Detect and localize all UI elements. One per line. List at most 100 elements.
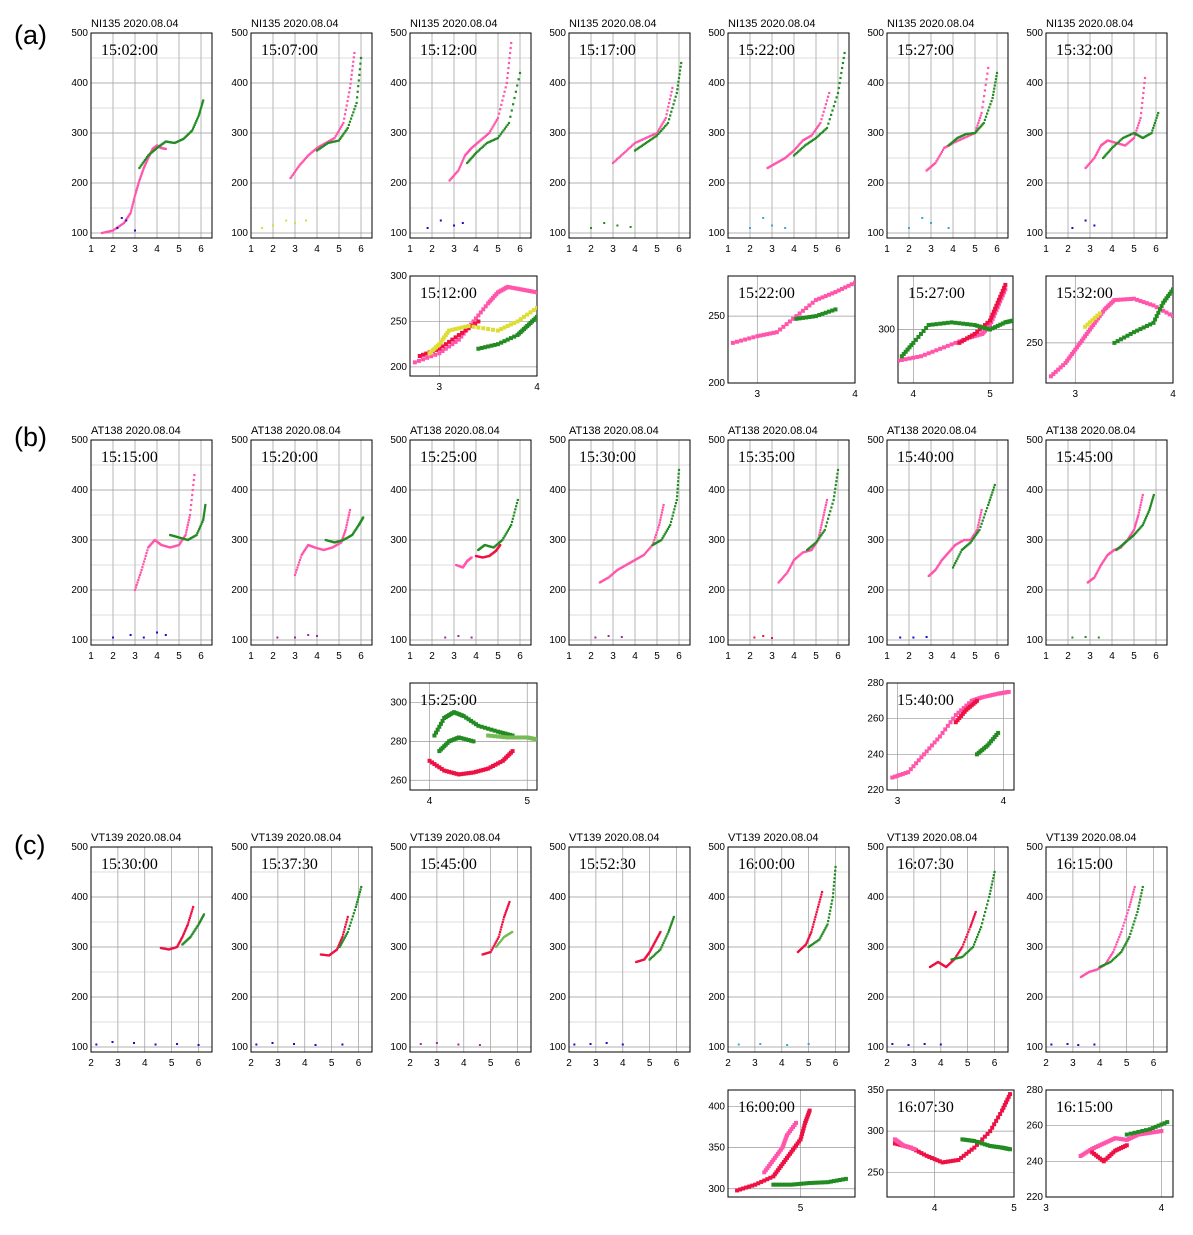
data-point-green — [201, 103, 204, 106]
data-point-pink — [938, 562, 941, 565]
data-point-pink — [1092, 320, 1097, 325]
data-point-green — [959, 956, 963, 959]
data-point-red — [464, 771, 469, 776]
x-tick-label: 6 — [833, 1058, 839, 1069]
data-point-green — [170, 141, 173, 144]
data-point-green — [498, 730, 503, 735]
data-point-pink — [192, 478, 195, 482]
data-point-green — [1116, 141, 1119, 145]
data-point-pink — [784, 573, 787, 577]
data-point-lightgreen — [489, 733, 494, 738]
data-point-green — [653, 136, 656, 139]
data-point-pink — [938, 154, 941, 157]
data-point-pink — [985, 694, 990, 699]
data-point-green — [164, 140, 167, 143]
data-point-red — [505, 908, 508, 911]
data-point-green — [841, 66, 844, 70]
data-point-pink — [1112, 298, 1117, 303]
panel-title: NI135 2020.08.04 — [91, 18, 178, 30]
data-point-pink — [940, 730, 945, 735]
data-point-green — [511, 930, 514, 934]
data-point-pink — [614, 159, 617, 162]
data-point-pink — [819, 528, 822, 532]
data-point-green — [346, 126, 349, 130]
data-point-pink — [820, 523, 823, 527]
data-point-pink — [517, 287, 522, 292]
data-point-pink — [630, 560, 633, 563]
data-point-green — [829, 906, 832, 909]
data-point-pink — [1098, 147, 1101, 150]
x-tick-label: 2 — [110, 244, 116, 255]
data-point-green — [495, 137, 498, 140]
data-point-green — [506, 123, 509, 126]
y-tick-label: 100 — [708, 228, 725, 239]
data-point-green — [470, 156, 473, 160]
data-point-pink — [658, 523, 661, 527]
data-point-noise — [453, 224, 455, 227]
data-point-pink — [934, 568, 937, 572]
data-point-green — [812, 138, 815, 141]
y-tick-label: 200 — [390, 178, 407, 189]
data-point-pink — [145, 552, 148, 555]
data-point-pink — [967, 701, 972, 706]
data-point-green — [903, 349, 908, 354]
data-point-red — [335, 948, 339, 951]
data-point-pink — [1136, 126, 1139, 130]
y-tick-label: 100 — [1026, 1042, 1043, 1053]
data-point-pink — [1143, 81, 1146, 85]
data-point-pink — [483, 304, 488, 309]
data-point-pink — [1131, 893, 1134, 896]
x-tick-label: 5 — [336, 651, 342, 662]
data-point-pink — [811, 547, 814, 550]
data-point-pink — [812, 546, 815, 549]
data-point-pink — [1118, 297, 1123, 302]
data-point-red — [980, 1137, 985, 1142]
data-point-red — [424, 351, 429, 356]
data-point-green — [833, 877, 836, 880]
data-point-pink — [1129, 533, 1132, 537]
data-point-green — [1156, 1123, 1161, 1128]
data-point-red — [444, 769, 449, 774]
data-point-green — [992, 486, 996, 489]
data-point-pink — [1141, 496, 1144, 499]
data-point-green — [1115, 339, 1120, 344]
data-point-green — [1154, 119, 1157, 122]
data-point-pink — [956, 710, 961, 715]
data-point-green — [954, 957, 957, 960]
data-point-pink — [347, 95, 350, 98]
data-point-red — [818, 898, 822, 901]
data-point-red — [817, 903, 820, 906]
data-point-noise — [762, 217, 765, 219]
data-point-green — [982, 121, 985, 125]
data-point-pink — [813, 129, 816, 132]
data-point-pink — [1099, 563, 1103, 567]
data-point-green — [505, 531, 508, 534]
data-point-pink — [476, 313, 481, 318]
data-point-pink — [935, 737, 940, 742]
data-point-pink — [976, 528, 979, 532]
y-tick-label: 400 — [708, 78, 725, 89]
data-point-red — [181, 934, 185, 937]
data-point-green — [993, 87, 996, 90]
data-point-red — [1008, 1092, 1013, 1097]
series-group — [898, 282, 1013, 363]
data-point-red — [499, 928, 502, 931]
y-tick-label: 200 — [708, 378, 725, 389]
plot-frame — [568, 32, 691, 239]
plot-area — [569, 33, 690, 238]
data-point-green — [820, 311, 825, 316]
data-point-pink — [1119, 933, 1122, 936]
data-point-green — [501, 131, 504, 134]
data-point-green — [476, 150, 479, 153]
data-point-green — [356, 96, 359, 99]
x-tick-label: 3 — [1070, 1058, 1076, 1069]
data-point-red — [491, 947, 494, 950]
data-point-pink — [1108, 957, 1111, 960]
data-point-pink — [146, 158, 149, 161]
data-point-green — [1136, 133, 1139, 136]
data-point-red — [971, 918, 975, 921]
data-point-pink — [302, 550, 306, 553]
plot-area — [728, 33, 849, 238]
data-point-green — [652, 954, 655, 957]
data-point-noise — [629, 226, 632, 228]
